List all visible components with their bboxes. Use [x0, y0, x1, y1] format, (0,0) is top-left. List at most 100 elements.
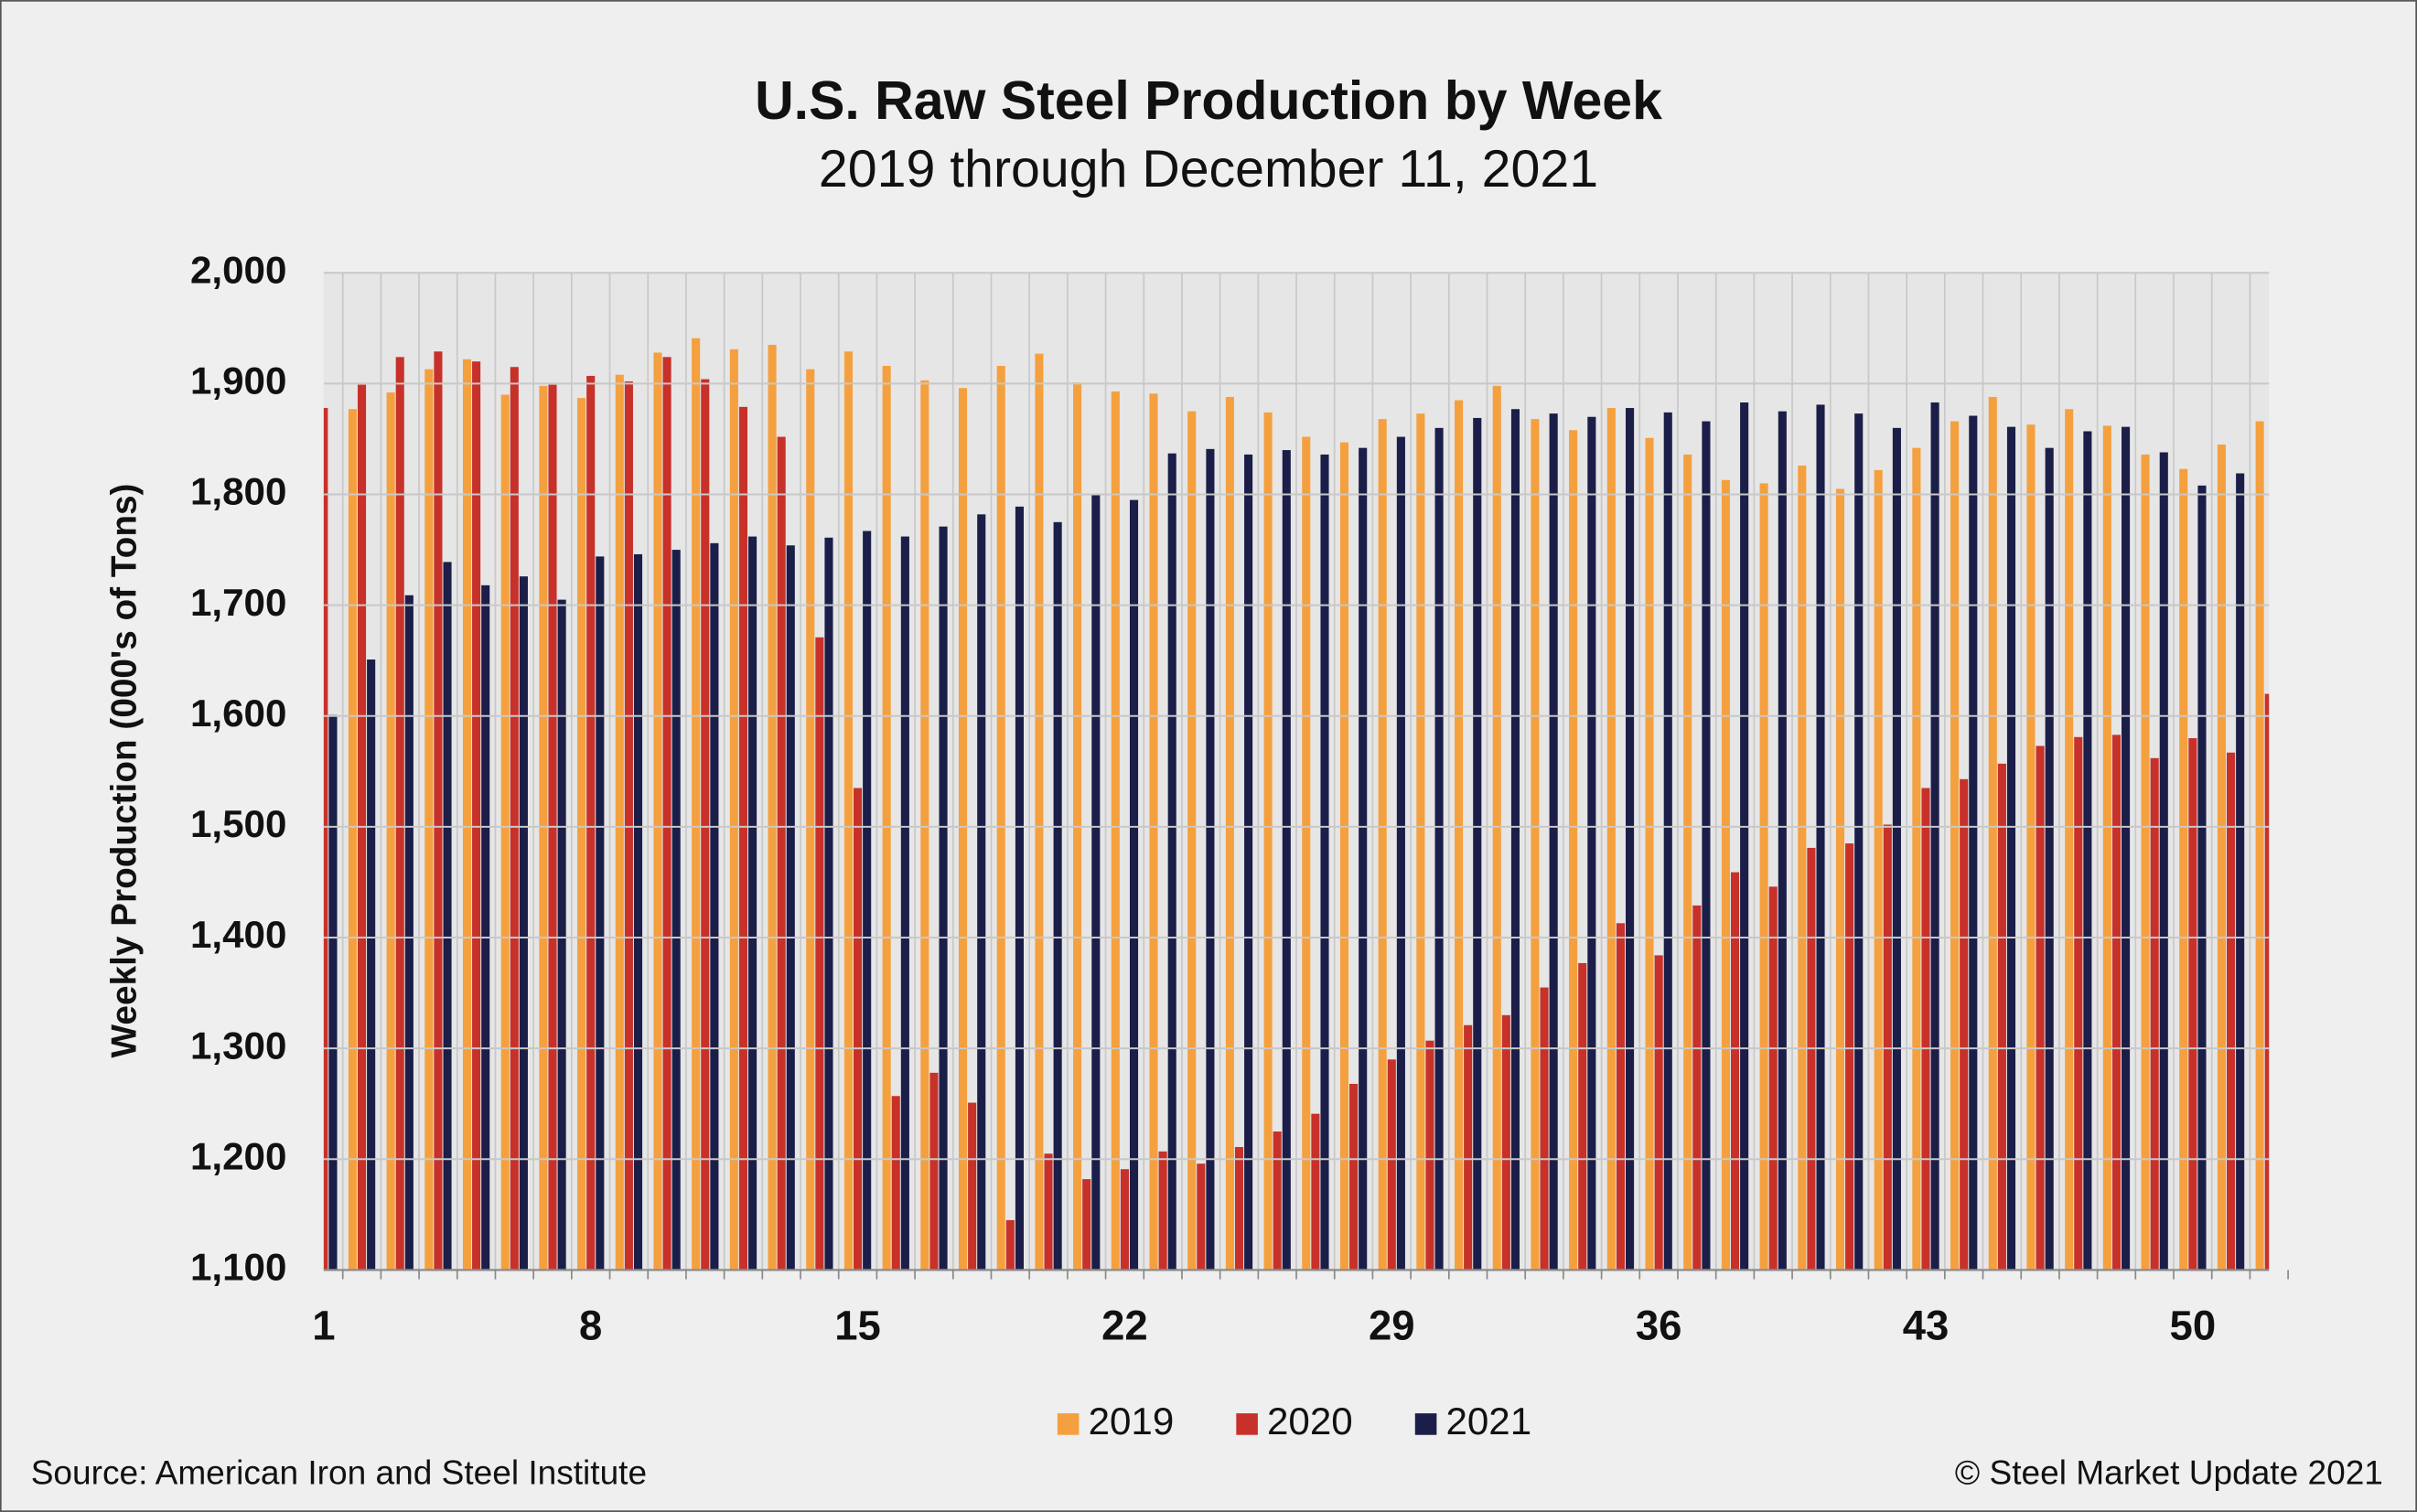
- bar: [348, 409, 357, 1271]
- bar: [2227, 752, 2236, 1271]
- bar: [768, 345, 777, 1271]
- bar: [1282, 450, 1291, 1271]
- bar: [958, 388, 968, 1271]
- bar: [1273, 1131, 1282, 1271]
- x-tick-label: 43: [1903, 1302, 1950, 1348]
- bar: [1510, 409, 1520, 1271]
- bar: [1225, 396, 1234, 1271]
- legend-swatch: [1057, 1413, 1080, 1435]
- bar: [1263, 412, 1273, 1271]
- bar: [395, 357, 404, 1271]
- bar: [843, 351, 853, 1271]
- bar: [1950, 421, 1960, 1271]
- y-axis-title: Weekly Production (000's of Tons): [104, 484, 144, 1058]
- bar: [1606, 408, 1616, 1271]
- bar: [1387, 1059, 1396, 1271]
- chart-subtitle: 2019 through December 11, 2021: [819, 140, 1598, 198]
- bar: [1912, 447, 1921, 1271]
- bar: [1473, 417, 1482, 1271]
- y-tick-label: 1,600: [190, 692, 286, 735]
- bar: [1702, 421, 1711, 1271]
- y-tick-label: 1,400: [190, 913, 286, 956]
- bar: [786, 545, 795, 1271]
- bar: [968, 1102, 977, 1271]
- bar: [323, 408, 328, 1271]
- bar: [2026, 424, 2036, 1271]
- x-tick-label: 8: [579, 1302, 602, 1348]
- bar: [1921, 788, 1930, 1271]
- bar: [1149, 393, 1158, 1271]
- y-tick-label: 1,200: [190, 1134, 286, 1177]
- x-tick-label: 15: [834, 1302, 881, 1348]
- bar: [996, 366, 1005, 1271]
- bar: [2150, 757, 2159, 1271]
- bar: [882, 366, 891, 1271]
- bar: [692, 338, 701, 1271]
- bar: [1798, 466, 1807, 1271]
- bar: [824, 537, 833, 1271]
- bar: [1569, 430, 1578, 1271]
- y-tick-label: 1,300: [190, 1024, 286, 1067]
- bar: [738, 406, 748, 1271]
- bar: [1015, 506, 1024, 1271]
- bar: [977, 514, 986, 1271]
- copyright-note: © Steel Market Update 2021: [1955, 1453, 2383, 1491]
- bar: [1540, 987, 1549, 1271]
- bar: [586, 375, 596, 1271]
- bar: [557, 599, 566, 1271]
- bar: [729, 349, 738, 1271]
- bar: [615, 374, 624, 1271]
- bar: [1549, 413, 1558, 1271]
- bar: [2141, 454, 2150, 1271]
- bar: [1645, 437, 1654, 1271]
- bar: [1244, 454, 1253, 1271]
- bar: [653, 352, 662, 1271]
- bar: [815, 637, 824, 1271]
- bar: [1531, 419, 1540, 1271]
- bar: [1854, 413, 1864, 1271]
- bar: [1320, 454, 1329, 1271]
- bar: [1302, 436, 1311, 1271]
- bar: [1464, 1024, 1473, 1271]
- bar: [2255, 421, 2264, 1271]
- bar: [1692, 905, 1702, 1271]
- bar: [1883, 824, 1892, 1271]
- bar: [1969, 415, 1978, 1271]
- bar: [1158, 1151, 1167, 1271]
- bar: [1988, 396, 1997, 1271]
- bar: [510, 367, 519, 1271]
- bar: [1455, 400, 1464, 1271]
- bar: [1339, 442, 1349, 1271]
- x-tick-label: 29: [1369, 1302, 1415, 1348]
- bar: [481, 584, 490, 1271]
- bar: [1091, 494, 1101, 1271]
- bar: [2197, 485, 2207, 1271]
- chart-title: U.S. Raw Steel Production by Week: [755, 71, 1662, 131]
- x-tick-label: 36: [1636, 1302, 1682, 1348]
- bar: [367, 659, 376, 1271]
- bar: [1654, 955, 1663, 1271]
- bar: [519, 576, 528, 1271]
- legend-label: 2020: [1267, 1399, 1353, 1442]
- bar: [710, 542, 719, 1271]
- bar: [662, 357, 671, 1271]
- y-tick-label: 2,000: [190, 248, 286, 291]
- bar: [939, 526, 948, 1271]
- bar: [1874, 469, 1883, 1271]
- bar: [1578, 962, 1587, 1271]
- y-tick-label: 1,500: [190, 802, 286, 845]
- bar: [1378, 419, 1387, 1271]
- bar: [1892, 427, 1901, 1271]
- bar: [1311, 1113, 1320, 1271]
- bar: [328, 714, 338, 1271]
- bar: [1129, 499, 1139, 1271]
- bar: [1349, 1083, 1359, 1271]
- bar: [2236, 473, 2245, 1271]
- bar: [1396, 436, 1405, 1271]
- bar: [1730, 872, 1740, 1271]
- bar: [1930, 402, 1939, 1271]
- bar: [1778, 411, 1787, 1271]
- bar: [671, 550, 681, 1271]
- bar: [1120, 1169, 1129, 1271]
